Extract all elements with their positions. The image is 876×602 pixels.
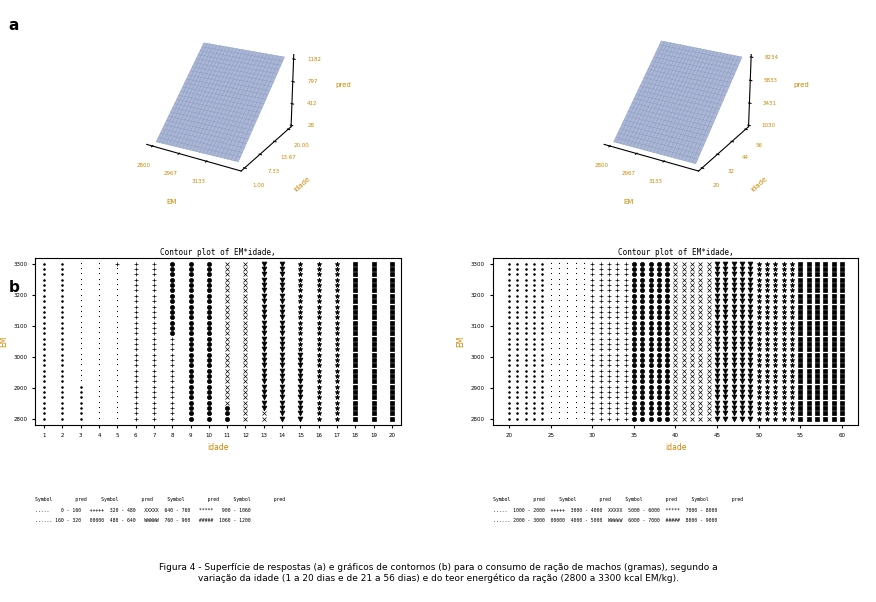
Text: Symbol        pred     Symbol        pred     Symbol        pred     Symbol     : Symbol pred Symbol pred Symbol pred Symb… (492, 497, 743, 502)
Text: Symbol        pred     Symbol        pred     Symbol        pred     Symbol     : Symbol pred Symbol pred Symbol pred Symb… (35, 497, 286, 502)
Text: .....    0 - 160   +++++  320 - 480   XXXXX  640 - 760   *****   900 - 1060: ..... 0 - 160 +++++ 320 - 480 XXXXX 640 … (35, 507, 251, 513)
X-axis label: EM: EM (166, 199, 176, 205)
X-axis label: idade: idade (665, 443, 686, 452)
X-axis label: idade: idade (208, 443, 229, 452)
Y-axis label: EM: EM (456, 335, 465, 347)
Y-axis label: idade: idade (751, 175, 769, 193)
Text: a: a (9, 18, 19, 33)
Title: Contour plot of EM*idade,: Contour plot of EM*idade, (160, 248, 276, 257)
Text: ...... 2000 - 3000  00000  4000 - 5000  WWWWW  6000 - 7000  #####  8000 - 9000: ...... 2000 - 3000 00000 4000 - 5000 WWW… (492, 518, 717, 523)
Y-axis label: idade: idade (293, 175, 312, 193)
Text: ...... 160 - 320   00000  480 - 640   WWWWW  760 - 900   #####  1060 - 1200: ...... 160 - 320 00000 480 - 640 WWWWW 7… (35, 518, 251, 523)
Y-axis label: EM: EM (0, 335, 8, 347)
Text: .....  1000 - 2000  +++++  3000 - 4000  XXXXX  5000 - 6000  *****  7000 - 8000: ..... 1000 - 2000 +++++ 3000 - 4000 XXXX… (492, 507, 717, 513)
Text: Figura 4 - Superfície de respostas (a) e gráficos de contornos (b) para o consum: Figura 4 - Superfície de respostas (a) e… (159, 563, 717, 583)
Title: Contour plot of EM*idade,: Contour plot of EM*idade, (618, 248, 733, 257)
X-axis label: EM: EM (624, 199, 634, 205)
Text: b: b (9, 280, 19, 295)
